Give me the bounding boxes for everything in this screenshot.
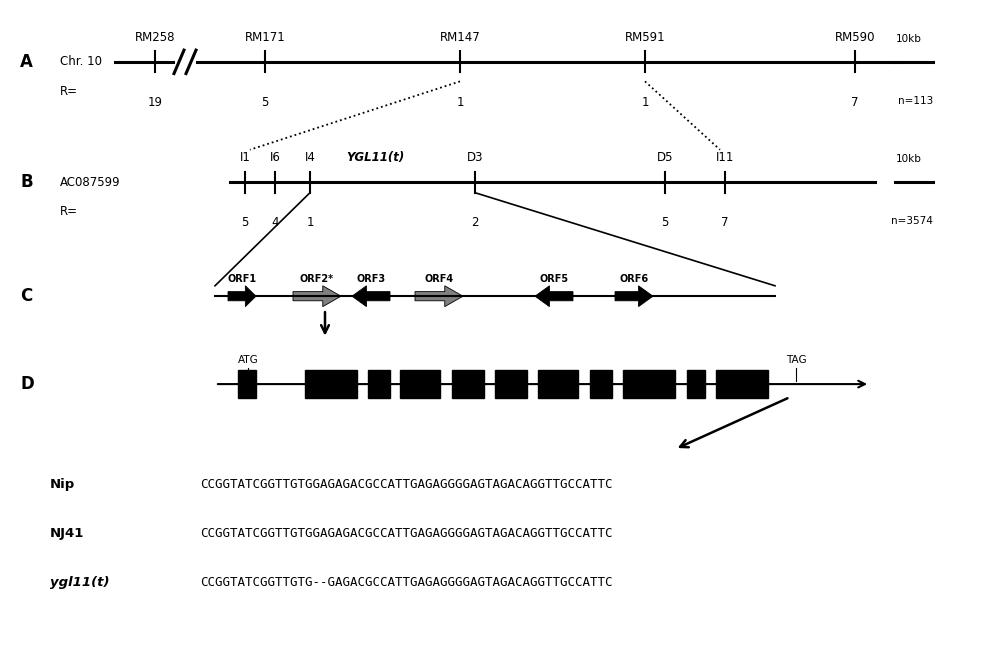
Text: I4: I4 [305, 151, 315, 164]
Bar [400, 370, 440, 398]
Text: 1: 1 [641, 96, 649, 109]
Text: 2: 2 [471, 216, 479, 229]
Polygon shape [535, 286, 573, 307]
Text: CCGGTATCGGTTGTGGAGAGACGCCATTGAGAGGGGAGTAGACAGGTTGCCATTC: CCGGTATCGGTTGTGGAGAGACGCCATTGAGAGGGGAGTA… [200, 478, 612, 492]
Text: ORF6: ORF6 [619, 273, 649, 284]
Polygon shape [352, 286, 390, 307]
Text: 7: 7 [851, 96, 859, 109]
Bar [495, 370, 527, 398]
Text: ORF5: ORF5 [539, 273, 569, 284]
Text: ORF4: ORF4 [424, 273, 454, 284]
Text: n=3574: n=3574 [891, 216, 933, 226]
Text: 10kb: 10kb [896, 34, 922, 44]
Bar [716, 370, 768, 398]
Bar [538, 370, 578, 398]
Text: C: C [20, 287, 32, 305]
Text: ORF3: ORF3 [356, 273, 386, 284]
Text: n=113: n=113 [898, 96, 933, 105]
Text: RM171: RM171 [245, 31, 285, 44]
Text: TAG: TAG [786, 355, 806, 365]
Polygon shape [293, 286, 341, 307]
Text: RM591: RM591 [625, 31, 665, 44]
Text: R=: R= [60, 85, 78, 98]
Text: 7: 7 [721, 216, 729, 229]
Text: Nip: Nip [50, 478, 75, 492]
Text: I6: I6 [270, 151, 280, 164]
Text: CCGGTATCGGTTGTGGAGAGACGCCATTGAGAGGGGAGTAGACAGGTTGCCATTC: CCGGTATCGGTTGTGGAGAGACGCCATTGAGAGGGGAGTA… [200, 527, 612, 540]
Text: 19: 19 [148, 96, 162, 109]
Polygon shape [615, 286, 653, 307]
Bar [623, 370, 675, 398]
Text: CCGGTATCGGTTGTG--GAGACGCCATTGAGAGGGGAGTAGACAGGTTGCCATTC: CCGGTATCGGTTGTG--GAGACGCCATTGAGAGGGGAGTA… [200, 576, 612, 589]
Text: RM147: RM147 [440, 31, 480, 44]
Bar [452, 370, 484, 398]
Text: NJ41: NJ41 [50, 527, 84, 540]
Text: ATG: ATG [238, 355, 258, 365]
Bar [590, 370, 612, 398]
Text: RM258: RM258 [135, 31, 175, 44]
Text: AC087599: AC087599 [60, 176, 121, 189]
Text: 1: 1 [456, 96, 464, 109]
Text: Chr. 10: Chr. 10 [60, 55, 102, 68]
Text: B: B [20, 173, 33, 191]
Bar [305, 370, 357, 398]
Text: D3: D3 [467, 151, 483, 164]
Text: A: A [20, 53, 33, 71]
Text: 4: 4 [271, 216, 279, 229]
Bar [238, 370, 256, 398]
Text: RM590: RM590 [835, 31, 875, 44]
Text: 10kb: 10kb [896, 154, 922, 164]
Text: 1: 1 [306, 216, 314, 229]
Text: YGL11(t): YGL11(t) [346, 151, 404, 164]
Text: 5: 5 [241, 216, 249, 229]
Text: I1: I1 [240, 151, 250, 164]
Text: D: D [20, 375, 34, 393]
Text: 5: 5 [661, 216, 669, 229]
Text: R=: R= [60, 205, 78, 218]
Polygon shape [415, 286, 463, 307]
Text: ORF1: ORF1 [227, 273, 257, 284]
Polygon shape [228, 286, 256, 307]
Text: I11: I11 [716, 151, 734, 164]
Text: 5: 5 [261, 96, 269, 109]
Text: D5: D5 [657, 151, 673, 164]
Text: ORF2*: ORF2* [300, 273, 334, 284]
Bar [687, 370, 705, 398]
Text: ygl11(t): ygl11(t) [50, 576, 110, 589]
Bar [368, 370, 390, 398]
